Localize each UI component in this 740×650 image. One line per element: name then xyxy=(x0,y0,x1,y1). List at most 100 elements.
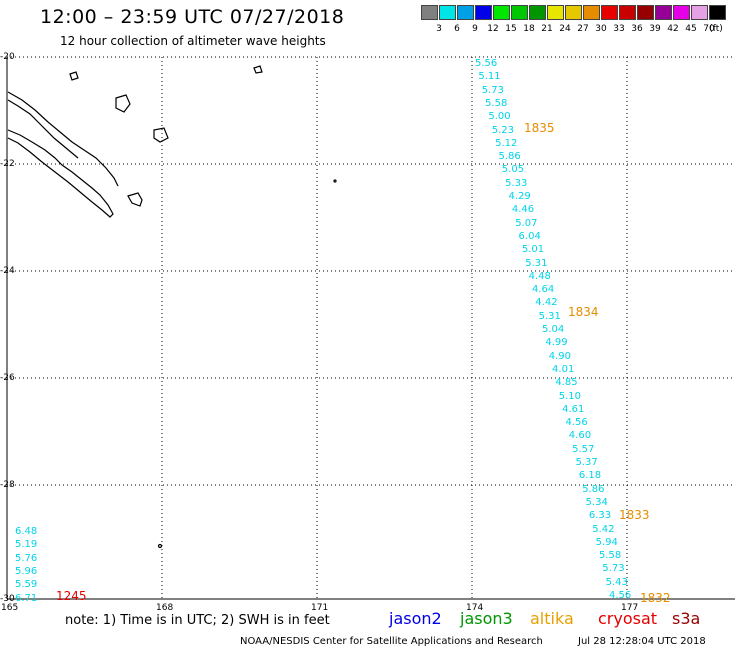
latitude-label: -26 xyxy=(0,373,15,383)
legend-swatch xyxy=(637,5,654,20)
wave-height-value: 5.76 xyxy=(15,552,38,564)
wave-height-value: 5.43 xyxy=(605,576,628,588)
legend-swatch xyxy=(529,5,546,20)
wave-height-value: 4.56 xyxy=(565,417,588,429)
wave-height-value: 5.19 xyxy=(15,539,38,551)
wave-height-value: 5.73 xyxy=(481,84,504,96)
legend-swatch xyxy=(601,5,618,20)
legend-level-label: 27 xyxy=(577,24,589,34)
wave-height-value: 5.33 xyxy=(505,177,528,189)
legend-swatch xyxy=(673,5,690,20)
legend-level-label: 33 xyxy=(613,24,625,34)
legend-level-label: 42 xyxy=(667,24,679,34)
latitude-label: -30 xyxy=(0,594,15,604)
wave-height-value: 6.18 xyxy=(578,470,602,482)
legend-swatch xyxy=(565,5,582,20)
wave-height-value: 5.58 xyxy=(485,97,508,109)
wave-height-value: 5.05 xyxy=(501,164,525,176)
wave-height-value: 5.86 xyxy=(498,151,521,163)
wave-height-value: 5.58 xyxy=(598,550,622,562)
generated-timestamp: Jul 28 12:28:04 UTC 2018 xyxy=(578,636,706,647)
wave-height-value: 4.64 xyxy=(531,284,555,296)
matthew-island xyxy=(333,179,337,183)
legend-level-label: 6 xyxy=(454,24,460,34)
pass-time-label: 1834 xyxy=(568,305,599,319)
legend-level-label: 45 xyxy=(685,24,697,34)
wave-height-value: 5.73 xyxy=(602,563,625,575)
wave-height-value: 5.96 xyxy=(15,565,38,577)
legend-swatch xyxy=(421,5,438,20)
hunter-island xyxy=(157,543,163,549)
wave-height-value: 6.71 xyxy=(15,592,38,604)
wave-height-value: 5.04 xyxy=(542,324,565,335)
wave-height-value: 5.34 xyxy=(585,496,608,508)
credit-text: NOAA/NESDIS Center for Satellite Applica… xyxy=(240,636,543,647)
loyalty-island-ouvea xyxy=(115,94,131,113)
latitude-label: -24 xyxy=(0,266,15,276)
longitude-label: 171 xyxy=(311,603,329,613)
legend-swatch xyxy=(457,5,474,20)
legend-swatch xyxy=(439,5,456,20)
wave-height-value: 5.31 xyxy=(538,310,561,322)
reef-outline xyxy=(7,91,119,187)
satellite-name: cryosat xyxy=(598,609,658,628)
legend-swatch xyxy=(511,5,528,20)
legend-level-label: 18 xyxy=(523,24,535,34)
legend-swatch xyxy=(691,5,708,20)
wave-height-value: 4.85 xyxy=(555,377,578,389)
wave-height-value: 5.37 xyxy=(575,457,598,468)
isle-of-pines xyxy=(127,192,143,207)
footer-note: note: 1) Time is in UTC; 2) SWH is in fe… xyxy=(65,613,330,628)
wave-height-value: 4.56 xyxy=(609,590,632,601)
satellite-name: jason2 xyxy=(389,609,442,628)
longitude-label: 168 xyxy=(156,603,174,613)
wave-height-value: 5.57 xyxy=(572,443,595,455)
wave-height-value: 5.42 xyxy=(592,523,615,535)
wave-height-value: 5.86 xyxy=(582,483,605,495)
legend-swatch xyxy=(583,5,600,20)
legend-level-label: 36 xyxy=(631,24,643,34)
legend-level-label: 3 xyxy=(436,24,442,34)
wave-height-value: 5.07 xyxy=(515,217,538,229)
legend-swatch xyxy=(709,5,726,20)
map-title: 12:00 – 23:59 UTC 07/27/2018 xyxy=(40,6,345,28)
wave-height-value: 6.33 xyxy=(588,510,612,522)
wave-height-value: 5.23 xyxy=(491,124,515,136)
longitude-label: 177 xyxy=(621,603,639,613)
wave-height-value: 6.04 xyxy=(518,230,541,242)
wave-height-value: 4.60 xyxy=(568,430,592,442)
new-caledonia-main-island xyxy=(7,129,114,218)
legend-swatch xyxy=(655,5,672,20)
wave-height-value: 4.46 xyxy=(511,204,535,216)
satellite-name: altika xyxy=(530,609,574,628)
wave-height-value: 4.90 xyxy=(548,350,571,362)
loyalty-island-mare xyxy=(69,71,79,81)
pass-time-label: 1833 xyxy=(619,508,650,522)
latitude-label: -22 xyxy=(0,159,15,169)
wave-height-value: 5.01 xyxy=(521,244,545,256)
wave-height-value: 5.56 xyxy=(475,58,498,69)
wave-height-value: 6.48 xyxy=(15,526,38,537)
legend-swatch xyxy=(493,5,510,20)
loyalty-island-lifou xyxy=(153,127,169,143)
wave-height-value: 5.12 xyxy=(495,137,518,149)
wave-height-value: 5.94 xyxy=(595,536,618,548)
coastline-new-caledonia xyxy=(7,65,337,549)
pass-time-label: 1245 xyxy=(56,589,87,603)
satellite-name: s3a xyxy=(672,609,701,628)
satellite-name: jason3 xyxy=(460,609,513,628)
wave-height-value: 5.11 xyxy=(478,71,501,83)
legend-swatch xyxy=(547,5,564,20)
longitude-label: 174 xyxy=(466,603,484,613)
wave-height-value: 4.61 xyxy=(562,403,585,415)
wave-height-value: 4.99 xyxy=(545,337,568,349)
latitude-label: -28 xyxy=(0,480,15,490)
latitude-label: -20 xyxy=(0,52,15,62)
walpole-island xyxy=(253,65,263,74)
pass-time-label: 1835 xyxy=(524,121,555,135)
legend-swatch xyxy=(475,5,492,20)
wave-height-value: 5.00 xyxy=(488,111,511,123)
legend-swatch xyxy=(619,5,636,20)
legend-level-label: (ft) xyxy=(709,24,723,34)
